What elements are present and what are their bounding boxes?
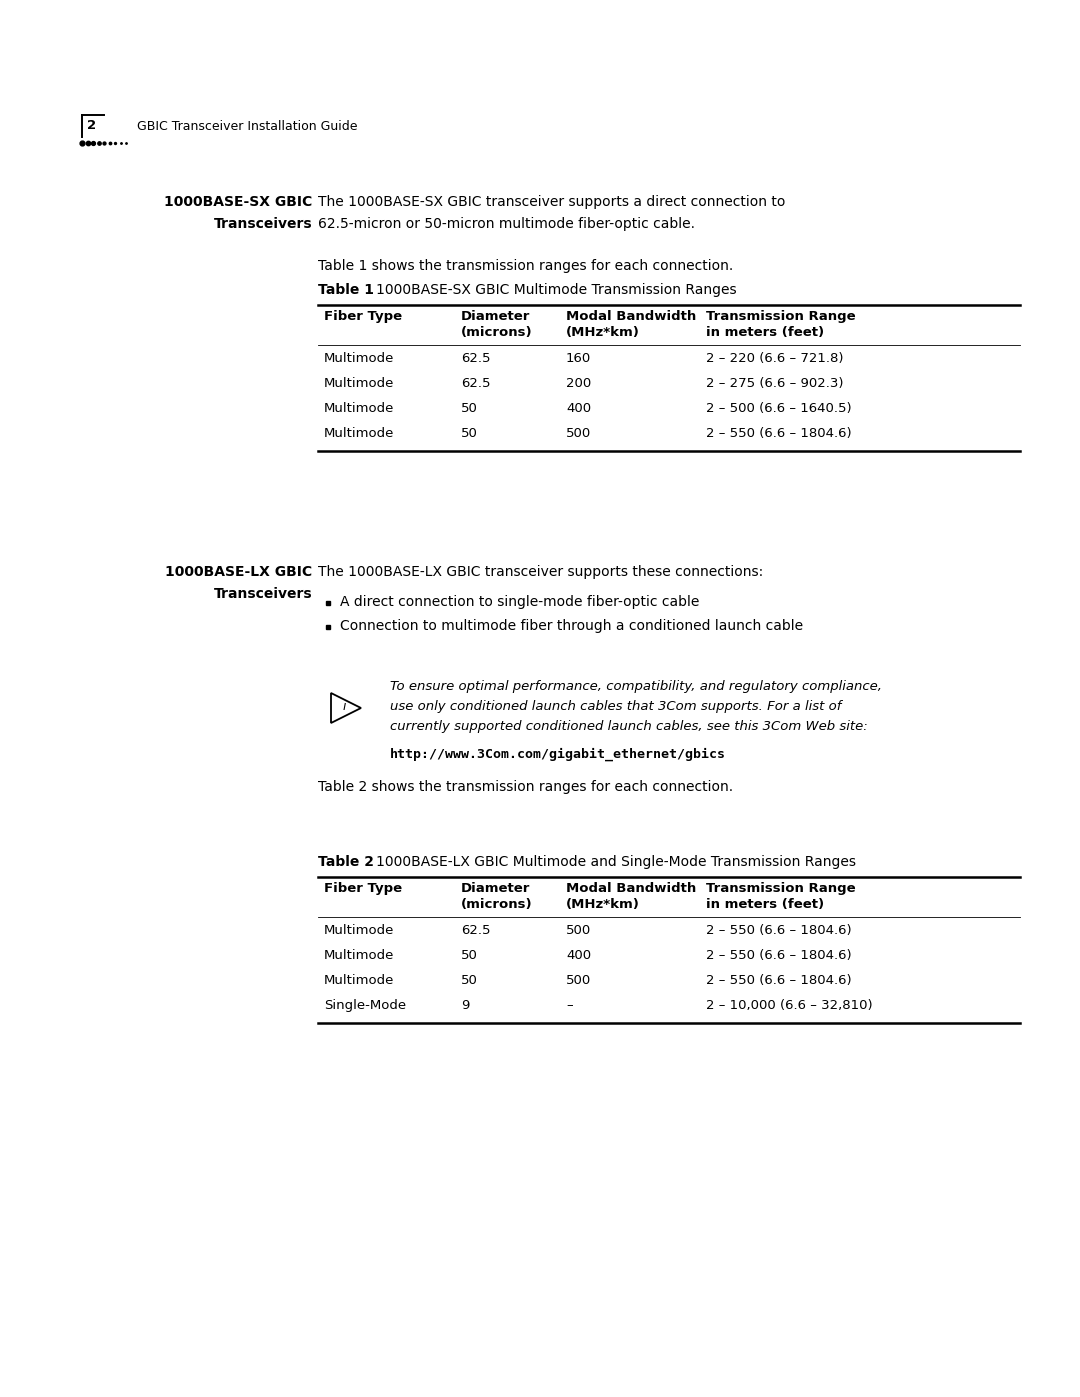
Text: currently supported conditioned launch cables, see this 3Com Web site:: currently supported conditioned launch c… bbox=[390, 719, 867, 733]
Text: 2 – 550 (6.6 – 1804.6): 2 – 550 (6.6 – 1804.6) bbox=[706, 923, 852, 937]
Text: A direct connection to single-mode fiber-optic cable: A direct connection to single-mode fiber… bbox=[340, 595, 700, 609]
Text: 1000BASE-LX GBIC Multimode and Single-Mode Transmission Ranges: 1000BASE-LX GBIC Multimode and Single-Mo… bbox=[376, 855, 856, 869]
Text: in meters (feet): in meters (feet) bbox=[706, 898, 824, 911]
Text: Multimode: Multimode bbox=[324, 377, 394, 390]
Text: Diameter: Diameter bbox=[461, 882, 530, 895]
Text: 50: 50 bbox=[461, 427, 477, 440]
Text: 62.5: 62.5 bbox=[461, 352, 490, 365]
Text: Modal Bandwidth: Modal Bandwidth bbox=[566, 310, 697, 323]
Text: Table 1: Table 1 bbox=[318, 284, 374, 298]
Text: Multimode: Multimode bbox=[324, 352, 394, 365]
Text: Table 1 shows the transmission ranges for each connection.: Table 1 shows the transmission ranges fo… bbox=[318, 258, 733, 272]
Text: 1000BASE-SX GBIC: 1000BASE-SX GBIC bbox=[164, 196, 312, 210]
Text: Multimode: Multimode bbox=[324, 402, 394, 415]
Text: Single-Mode: Single-Mode bbox=[324, 999, 406, 1011]
Text: 2 – 220 (6.6 – 721.8): 2 – 220 (6.6 – 721.8) bbox=[706, 352, 843, 365]
Text: (microns): (microns) bbox=[461, 326, 532, 339]
Text: 50: 50 bbox=[461, 974, 477, 988]
Text: 500: 500 bbox=[566, 923, 591, 937]
Text: Multimode: Multimode bbox=[324, 923, 394, 937]
Text: http://www.3Com.com/gigabit_ethernet/gbics: http://www.3Com.com/gigabit_ethernet/gbi… bbox=[390, 747, 726, 761]
Text: use only conditioned launch cables that 3Com supports. For a list of: use only conditioned launch cables that … bbox=[390, 700, 841, 712]
Text: 62.5-micron or 50-micron multimode fiber-optic cable.: 62.5-micron or 50-micron multimode fiber… bbox=[318, 217, 696, 231]
Text: Multimode: Multimode bbox=[324, 974, 394, 988]
Text: 2: 2 bbox=[87, 119, 96, 131]
Text: Fiber Type: Fiber Type bbox=[324, 882, 402, 895]
Text: 9: 9 bbox=[461, 999, 470, 1011]
Text: 62.5: 62.5 bbox=[461, 923, 490, 937]
Text: 1000BASE-SX GBIC Multimode Transmission Ranges: 1000BASE-SX GBIC Multimode Transmission … bbox=[376, 284, 737, 298]
Text: 2 – 550 (6.6 – 1804.6): 2 – 550 (6.6 – 1804.6) bbox=[706, 974, 852, 988]
Text: 2 – 500 (6.6 – 1640.5): 2 – 500 (6.6 – 1640.5) bbox=[706, 402, 852, 415]
Text: (MHz*km): (MHz*km) bbox=[566, 326, 639, 339]
Text: –: – bbox=[566, 999, 572, 1011]
Text: GBIC Transceiver Installation Guide: GBIC Transceiver Installation Guide bbox=[137, 120, 357, 133]
Text: (microns): (microns) bbox=[461, 898, 532, 911]
Text: 2 – 275 (6.6 – 902.3): 2 – 275 (6.6 – 902.3) bbox=[706, 377, 843, 390]
Text: Table 2: Table 2 bbox=[318, 855, 374, 869]
Text: 160: 160 bbox=[566, 352, 591, 365]
Text: in meters (feet): in meters (feet) bbox=[706, 326, 824, 339]
Text: Table 2 shows the transmission ranges for each connection.: Table 2 shows the transmission ranges fo… bbox=[318, 780, 733, 793]
Text: Transceivers: Transceivers bbox=[214, 217, 312, 231]
Text: Diameter: Diameter bbox=[461, 310, 530, 323]
Text: 2 – 550 (6.6 – 1804.6): 2 – 550 (6.6 – 1804.6) bbox=[706, 949, 852, 963]
Text: Transceivers: Transceivers bbox=[214, 587, 312, 601]
Text: 400: 400 bbox=[566, 949, 591, 963]
Text: Multimode: Multimode bbox=[324, 427, 394, 440]
Text: 62.5: 62.5 bbox=[461, 377, 490, 390]
Text: 400: 400 bbox=[566, 402, 591, 415]
Text: To ensure optimal performance, compatibility, and regulatory compliance,: To ensure optimal performance, compatibi… bbox=[390, 680, 882, 693]
Text: Fiber Type: Fiber Type bbox=[324, 310, 402, 323]
Text: Modal Bandwidth: Modal Bandwidth bbox=[566, 882, 697, 895]
Text: 2 – 550 (6.6 – 1804.6): 2 – 550 (6.6 – 1804.6) bbox=[706, 427, 852, 440]
Text: The 1000BASE-SX GBIC transceiver supports a direct connection to: The 1000BASE-SX GBIC transceiver support… bbox=[318, 196, 785, 210]
Text: Multimode: Multimode bbox=[324, 949, 394, 963]
Text: The 1000BASE-LX GBIC transceiver supports these connections:: The 1000BASE-LX GBIC transceiver support… bbox=[318, 564, 764, 578]
Text: Connection to multimode fiber through a conditioned launch cable: Connection to multimode fiber through a … bbox=[340, 619, 804, 633]
Text: 2 – 10,000 (6.6 – 32,810): 2 – 10,000 (6.6 – 32,810) bbox=[706, 999, 873, 1011]
Text: 50: 50 bbox=[461, 949, 477, 963]
Text: 500: 500 bbox=[566, 427, 591, 440]
Text: 50: 50 bbox=[461, 402, 477, 415]
Text: 200: 200 bbox=[566, 377, 591, 390]
Text: 500: 500 bbox=[566, 974, 591, 988]
Text: (MHz*km): (MHz*km) bbox=[566, 898, 639, 911]
Text: 1000BASE-LX GBIC: 1000BASE-LX GBIC bbox=[165, 564, 312, 578]
Text: Transmission Range: Transmission Range bbox=[706, 310, 855, 323]
Text: i: i bbox=[342, 700, 346, 712]
Text: Transmission Range: Transmission Range bbox=[706, 882, 855, 895]
